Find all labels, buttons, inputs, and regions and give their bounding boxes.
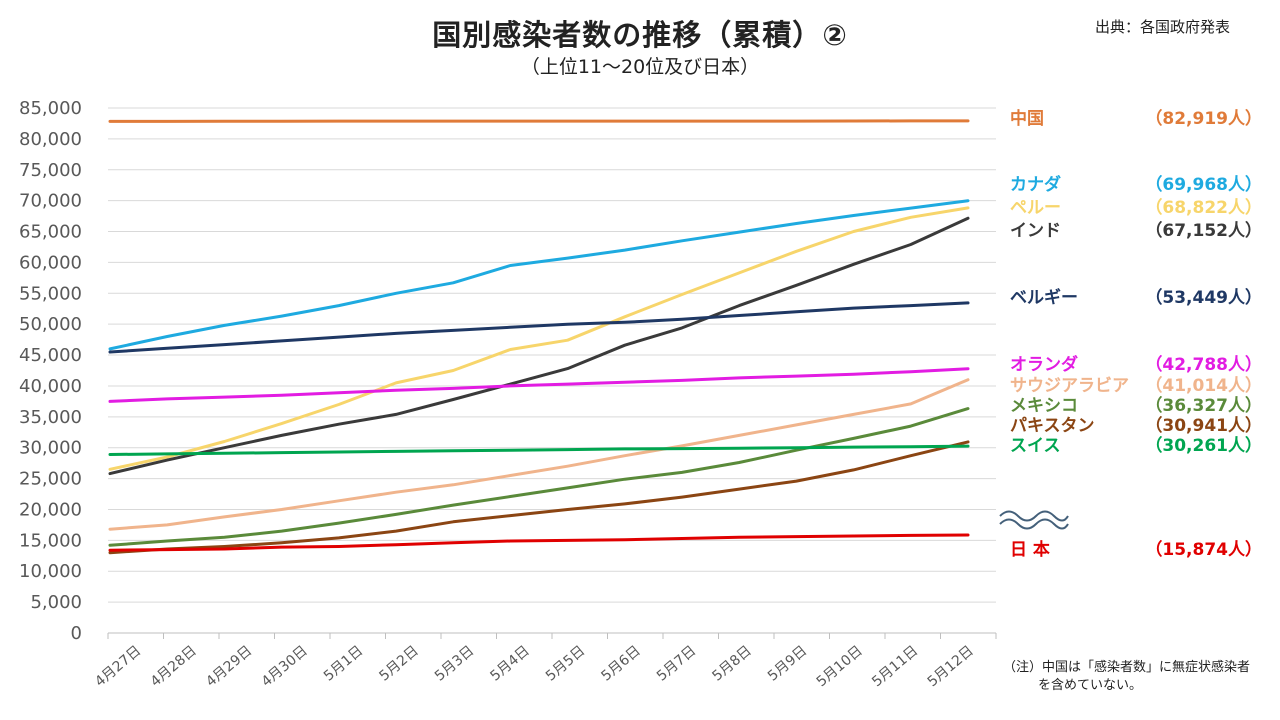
series-line bbox=[108, 119, 970, 123]
x-tick-label: 5月5日 bbox=[543, 643, 588, 685]
legend-name: メキシコ bbox=[1010, 396, 1078, 416]
x-tick-label: 5月1日 bbox=[321, 643, 366, 685]
legend-name: サウジアラビア bbox=[1010, 376, 1129, 396]
y-tick-label: 85,000 bbox=[19, 98, 82, 119]
y-tick-label: 35,000 bbox=[19, 407, 82, 428]
y-tick-label: 0 bbox=[71, 623, 82, 644]
legend-total: （69,968人） bbox=[1145, 174, 1262, 195]
series-line bbox=[108, 199, 970, 351]
x-tick-label: 5月3日 bbox=[432, 643, 477, 685]
legend-name: ペルー bbox=[1010, 198, 1061, 218]
footnote-line-2: を含めていない。 bbox=[1038, 678, 1143, 693]
x-tick-label: 5月12日 bbox=[925, 643, 977, 690]
legend-total: （53,449人） bbox=[1145, 287, 1262, 308]
y-tick-label: 20,000 bbox=[19, 499, 82, 520]
x-tick-label: 5月4日 bbox=[487, 643, 532, 685]
x-tick-label: 4月27日 bbox=[92, 643, 144, 690]
series-line bbox=[108, 216, 970, 476]
x-tick-label: 5月8日 bbox=[709, 643, 754, 685]
legend-name: 中国 bbox=[1010, 108, 1044, 129]
y-tick-label: 15,000 bbox=[19, 530, 82, 551]
series-line bbox=[108, 440, 970, 555]
x-tick-label: 4月30日 bbox=[259, 643, 311, 690]
grid-lines bbox=[108, 107, 996, 603]
x-tick-label: 4月28日 bbox=[148, 643, 200, 690]
legend-total: （15,874人） bbox=[1145, 539, 1262, 560]
legend-total: （67,152人） bbox=[1145, 220, 1262, 241]
legend-name: ベルギー bbox=[1010, 288, 1078, 308]
legend-total: （42,788人） bbox=[1145, 354, 1262, 375]
x-axis: 4月27日 4月28日 4月29日 4月30日 5月1日 5月2日 5月3日 5月4日 5月5日… bbox=[92, 632, 997, 690]
x-tick-label: 5月11日 bbox=[869, 643, 921, 690]
series-line bbox=[108, 301, 970, 354]
axis-break-wave-2 bbox=[999, 518, 1069, 530]
chart-subtitle: （上位11～20位及び日本） bbox=[520, 56, 760, 78]
axis-break-icon bbox=[999, 510, 1069, 530]
y-tick-label: 75,000 bbox=[19, 160, 82, 181]
y-axis-ticks: 0 5,000 10,000 15,000 20,000 25,000 30,000 35,0… bbox=[19, 98, 82, 644]
legend-total: （41,014人） bbox=[1145, 375, 1262, 396]
legend-name: パキスタン bbox=[1010, 416, 1095, 436]
y-tick-label: 55,000 bbox=[19, 283, 82, 304]
y-tick-label: 10,000 bbox=[19, 561, 82, 582]
y-tick-label: 40,000 bbox=[19, 376, 82, 397]
legend-name: スイス bbox=[1010, 436, 1061, 456]
legend-total: （36,327人） bbox=[1145, 395, 1262, 416]
series-lines bbox=[108, 119, 970, 555]
series-line bbox=[108, 444, 970, 456]
x-tick-label: 5月9日 bbox=[765, 643, 810, 685]
y-tick-label: 30,000 bbox=[19, 438, 82, 459]
legend-total: （68,822人） bbox=[1145, 197, 1262, 218]
y-tick-label: 60,000 bbox=[19, 252, 82, 273]
axis-break-wave-1 bbox=[999, 510, 1069, 522]
legend: 中国 （82,919人） カナダ （69,968人） ペルー （68,822人） インド （6… bbox=[1010, 108, 1262, 560]
y-tick-label: 45,000 bbox=[19, 345, 82, 366]
footnote: （注）中国は「感染者数」に無症状感染者 を含めていない。 bbox=[1003, 659, 1273, 695]
x-tick-label: 5月2日 bbox=[376, 643, 421, 685]
x-tick-label: 5月6日 bbox=[598, 643, 643, 685]
series-line bbox=[108, 533, 970, 552]
y-tick-label: 25,000 bbox=[19, 469, 82, 490]
source-label: 出典：各国政府発表 bbox=[1095, 18, 1231, 36]
y-tick-label: 5,000 bbox=[30, 592, 82, 613]
y-tick-label: 65,000 bbox=[19, 222, 82, 243]
footnote-line-1: （注）中国は「感染者数」に無症状感染者 bbox=[1003, 660, 1251, 675]
series-line bbox=[108, 206, 970, 471]
legend-name: オランダ bbox=[1010, 354, 1078, 375]
series-line bbox=[108, 367, 970, 403]
x-tick-label: 5月7日 bbox=[654, 643, 699, 685]
legend-total: （82,919人） bbox=[1145, 108, 1262, 129]
series-line bbox=[108, 407, 970, 547]
legend-name: カナダ bbox=[1010, 174, 1061, 195]
y-tick-label: 70,000 bbox=[19, 191, 82, 212]
x-tick-label: 5月10日 bbox=[814, 643, 866, 690]
legend-total: （30,941人） bbox=[1145, 415, 1262, 436]
x-tick-label: 4月29日 bbox=[203, 643, 255, 690]
y-tick-label: 50,000 bbox=[19, 314, 82, 335]
chart-title: 国別感染者数の推移（累積）② bbox=[432, 18, 848, 52]
legend-name: 日 本 bbox=[1010, 539, 1050, 560]
y-tick-label: 80,000 bbox=[19, 129, 82, 150]
series-line bbox=[108, 378, 970, 531]
legend-total: （30,261人） bbox=[1145, 435, 1262, 456]
legend-name: インド bbox=[1010, 221, 1061, 241]
